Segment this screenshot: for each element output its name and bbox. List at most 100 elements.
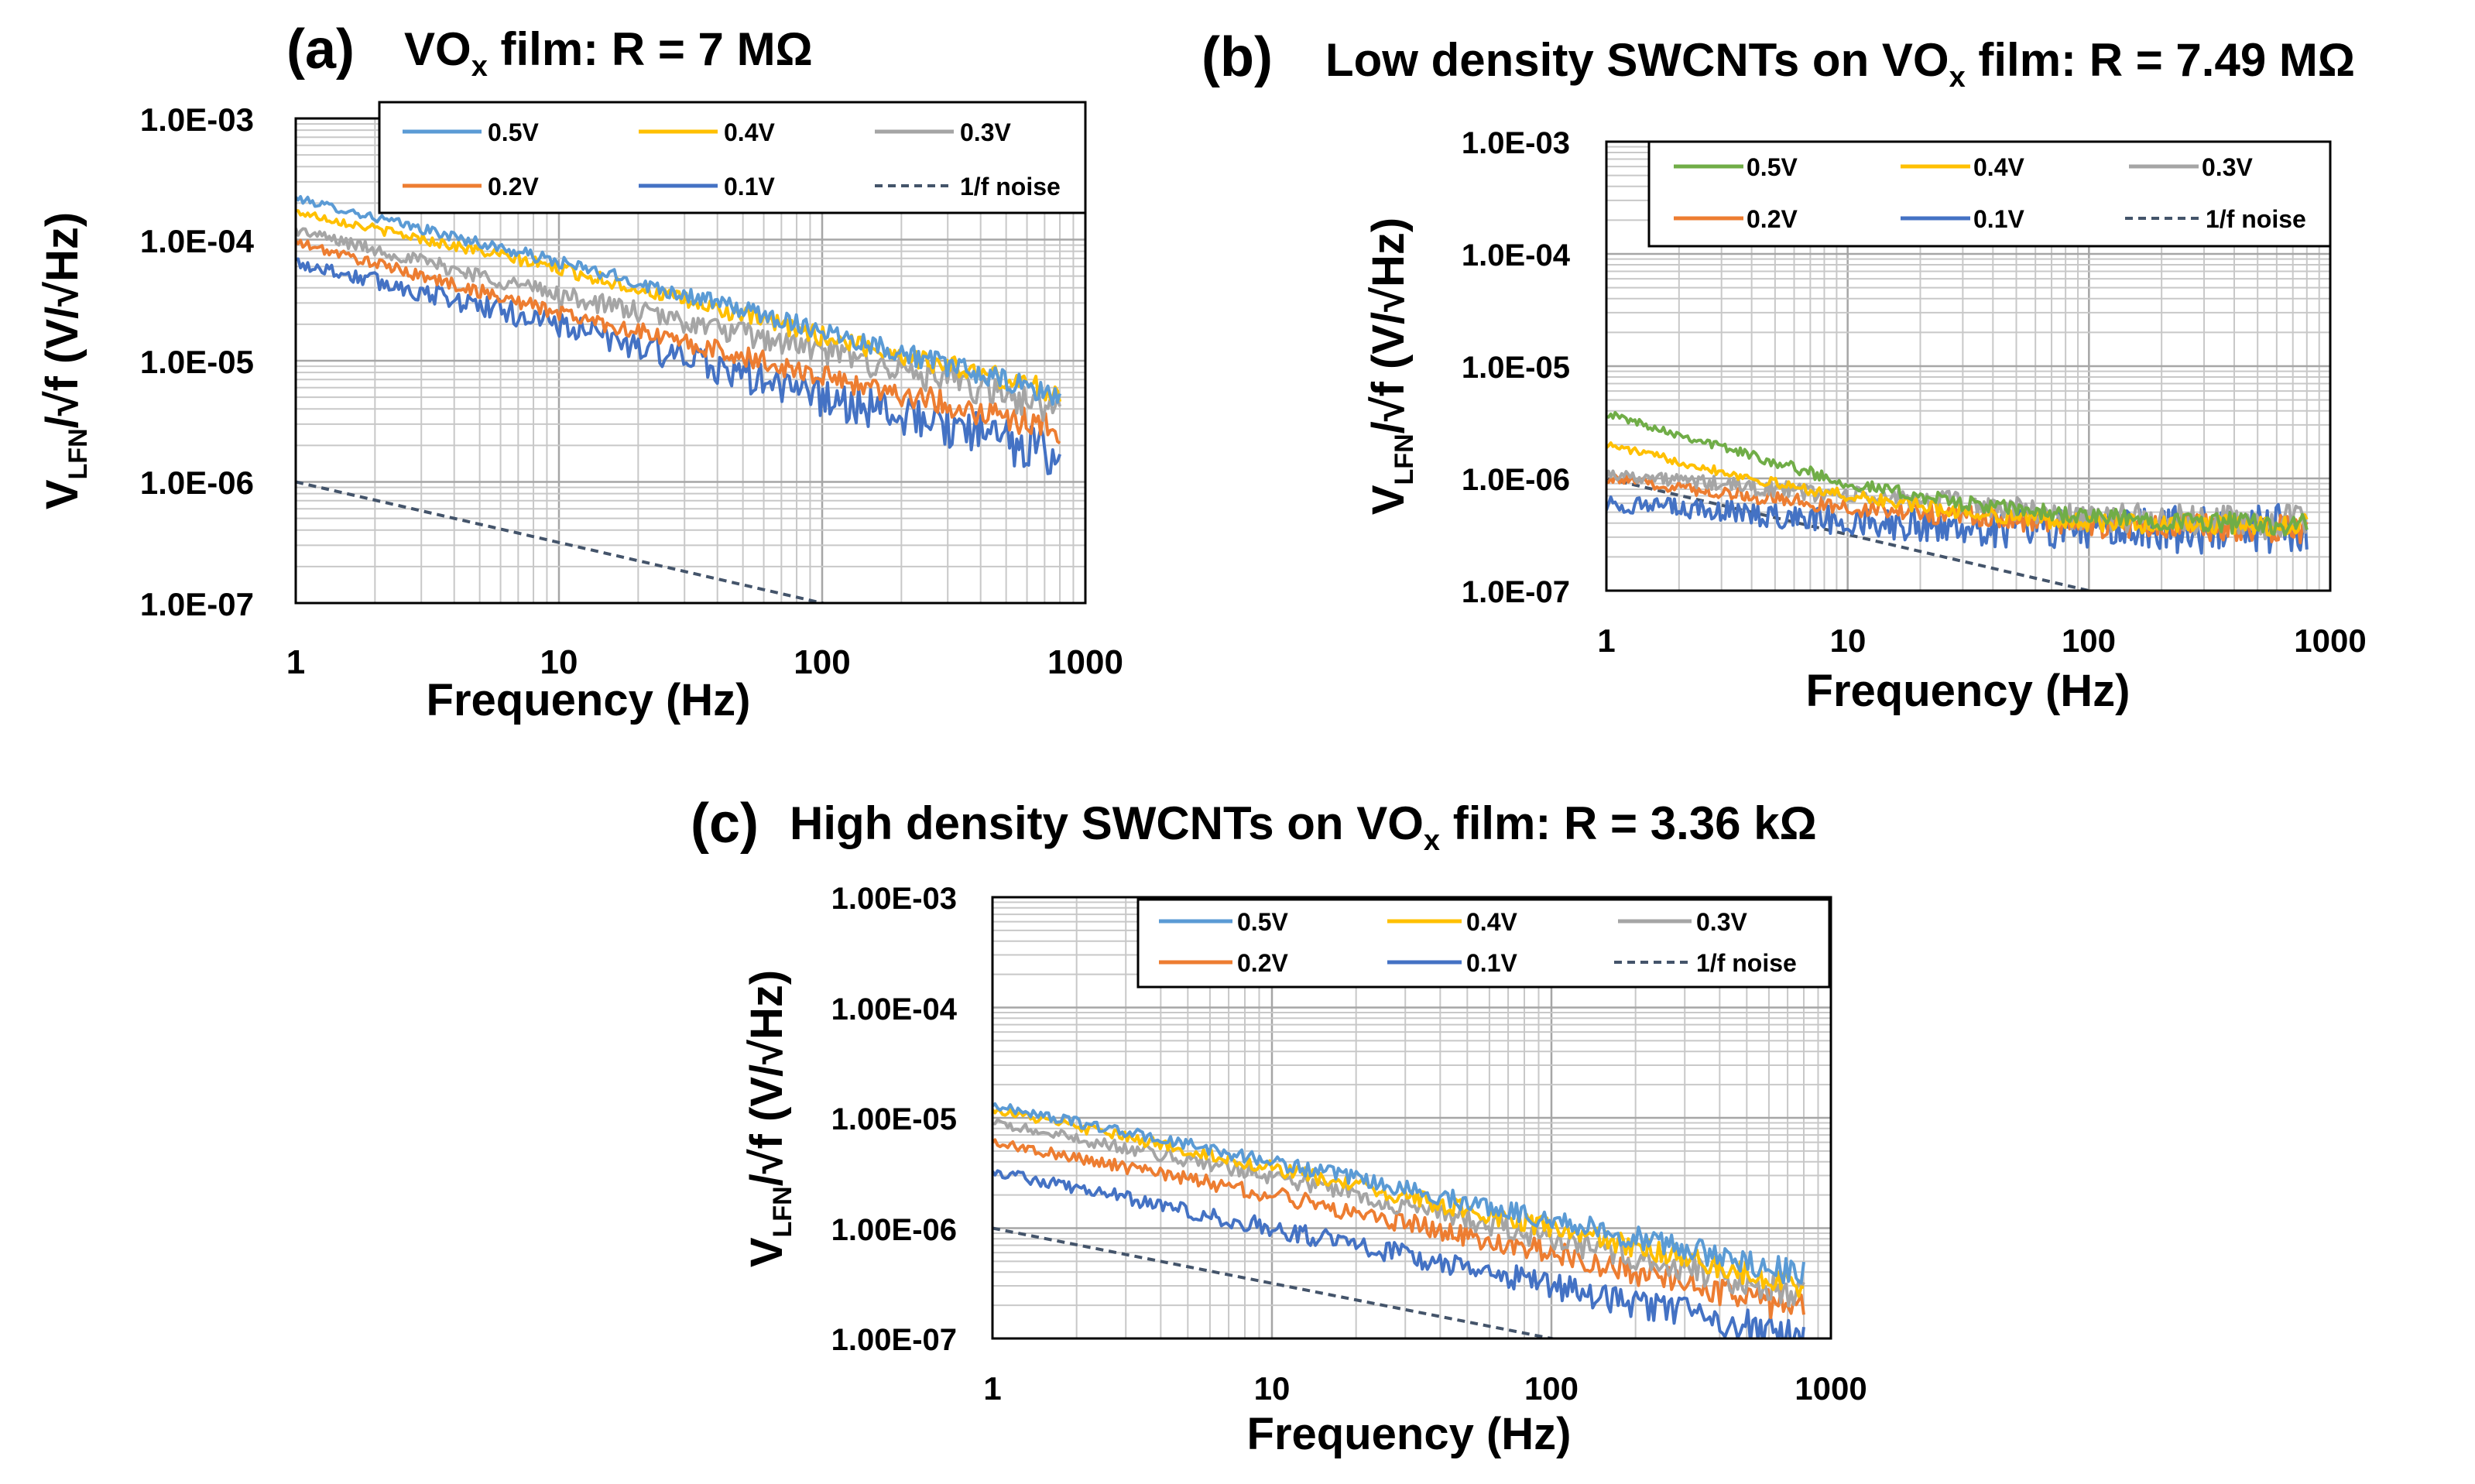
ylabel-a: VLFN/√f (V/√Hz)	[37, 212, 93, 509]
legend-box-c	[1136, 898, 1831, 989]
xtick-label: 100	[1524, 1370, 1579, 1407]
series-line-1-f-noise	[296, 480, 829, 603]
plot-frame-c	[991, 896, 1832, 1340]
xlabel-a: Frequency (Hz)	[427, 675, 751, 725]
xtick-label: 10	[1254, 1370, 1291, 1407]
series-line-1-f-noise	[992, 1226, 1560, 1338]
xtick-labels-b: 1 10 100 1000	[1597, 622, 2366, 659]
ytick-label: 1.0E-04	[140, 223, 255, 259]
series-line-0-4v	[1606, 441, 2309, 537]
ytick-label: 1.00E-06	[831, 1213, 957, 1247]
ylabel-c-rest: /√f (V/√Hz)	[742, 970, 792, 1187]
xtick-label: 1000	[1795, 1370, 1867, 1407]
series-line-0-2v	[1606, 473, 2309, 544]
series-line-0-1v	[992, 1169, 1805, 1338]
panel-a-letter: (a)	[286, 19, 355, 81]
ytick-label: 1.0E-04	[1462, 238, 1571, 272]
legend-a: 0.5V 0.4V 0.3V 0.2V 0.1V 1/f noise	[378, 101, 1087, 214]
legend-b: 0.5V 0.4V 0.3V 0.2V 0.1V 1/f noise	[1647, 140, 2332, 248]
series-line-0-5v	[1606, 410, 2309, 536]
legend-label: 0.3V	[960, 118, 1011, 146]
ytick-label: 1.0E-05	[140, 344, 254, 380]
legend-label: 0.4V	[724, 118, 775, 146]
panel-b-title-rest: film: R = 7.49 MΩ	[1966, 34, 2355, 86]
xtick-label: 1	[1597, 622, 1615, 659]
legend-label: 1/f noise	[1696, 949, 1797, 977]
legend-label: 0.2V	[488, 173, 539, 200]
panel-c-title: High density SWCNTs on VOx film: R = 3.3…	[790, 797, 1817, 857]
ytick-label: 1.00E-04	[831, 992, 958, 1026]
xtick-label: 1	[983, 1370, 1001, 1407]
ylabel-b-sub: LFN	[1390, 434, 1419, 485]
panel-c: (c) High density SWCNTs on VOx film: R =…	[691, 793, 1867, 1459]
legend-c: 0.5V 0.4V 0.3V 0.2V 0.1V 1/f noise	[1136, 898, 1831, 989]
series-c	[992, 1102, 1805, 1338]
ylabel-a-rest: /√f (V/√Hz)	[37, 212, 87, 429]
series-a	[296, 195, 1062, 603]
xtick-label: 1000	[1047, 643, 1123, 681]
panel-c-letter: (c)	[691, 793, 759, 855]
ytick-label: 1.00E-03	[831, 882, 957, 916]
panel-c-title-sub: x	[1424, 824, 1440, 857]
series-line-0-5v	[992, 1102, 1805, 1284]
ylabel-b: VLFN/√f (V/√Hz)	[1363, 218, 1419, 515]
ytick-label: 1.0E-05	[1462, 351, 1570, 385]
ytick-label: 1.0E-03	[140, 101, 254, 138]
ytick-label: 1.0E-06	[140, 464, 254, 501]
xtick-labels-a: 1 10 100 1000	[286, 643, 1123, 681]
xtick-labels-c: 1 10 100 1000	[983, 1370, 1867, 1407]
ytick-label: 1.00E-07	[831, 1323, 957, 1357]
xtick-label: 1	[286, 643, 305, 681]
legend-label: 1/f noise	[960, 173, 1061, 200]
ylabel-a-sub: LFN	[63, 428, 93, 479]
ytick-labels-b: 1.0E-07 1.0E-06 1.0E-05 1.0E-04 1.0E-03	[1462, 126, 1571, 609]
panel-b-letter: (b)	[1202, 26, 1273, 88]
panel-a-title-sub: x	[471, 50, 488, 83]
series-line-0-3v	[992, 1118, 1805, 1307]
ylabel-b-main: V	[1363, 485, 1414, 515]
series-line-0-4v	[992, 1107, 1805, 1298]
xtick-label: 10	[540, 643, 578, 681]
ylabel-c-sub: LFN	[768, 1186, 797, 1237]
ytick-label: 1.0E-03	[1462, 126, 1570, 160]
panel-b: (b) Low density SWCNTs on VOx film: R = …	[1202, 26, 2367, 716]
panel-b-title: Low density SWCNTs on VOx film: R = 7.49…	[1325, 34, 2355, 94]
ytick-label: 1.0E-07	[1462, 575, 1570, 609]
ylabel-a-main: V	[37, 479, 87, 509]
legend-label: 0.4V	[1973, 153, 2024, 181]
legend-label: 0.3V	[1696, 908, 1747, 936]
legend-label: 0.1V	[1466, 949, 1517, 977]
legend-label: 0.2V	[1237, 949, 1288, 977]
ytick-label: 1.00E-05	[831, 1102, 957, 1136]
legend-label: 0.5V	[1747, 153, 1798, 181]
xtick-label: 10	[1830, 622, 1867, 659]
series-b	[1606, 410, 2309, 591]
legend-label: 0.2V	[1747, 205, 1798, 233]
xtick-label: 1000	[2294, 622, 2366, 659]
legend-label: 0.4V	[1466, 908, 1517, 936]
ytick-label: 1.0E-06	[1462, 463, 1570, 497]
ytick-labels-a: 1.0E-07 1.0E-06 1.0E-05 1.0E-04 1.0E-03	[140, 101, 255, 622]
ylabel-b-rest: /√f (V/√Hz)	[1363, 218, 1414, 434]
xlabel-c: Frequency (Hz)	[1247, 1409, 1572, 1459]
xlabel-b: Frequency (Hz)	[1806, 666, 2130, 716]
ylabel-c: VLFN/√f (V/√Hz)	[742, 970, 797, 1267]
series-line-0-2v	[296, 238, 1061, 445]
ytick-labels-c: 1.00E-07 1.00E-06 1.00E-05 1.00E-04 1.00…	[831, 882, 958, 1357]
panel-a-title-rest: film: R = 7 MΩ	[488, 23, 813, 75]
panel-a-title: VOx film: R = 7 MΩ	[404, 23, 813, 83]
panel-b-title-main: Low density SWCNTs on VO	[1325, 34, 1949, 86]
panel-b-title-sub: x	[1949, 61, 1966, 94]
panel-a-title-main: VO	[404, 23, 471, 75]
legend-box-a	[378, 101, 1087, 214]
series-line-0-4v	[296, 209, 1062, 403]
panel-c-title-rest: film: R = 3.36 kΩ	[1440, 797, 1817, 849]
legend-label: 0.5V	[488, 118, 539, 146]
legend-label: 0.1V	[724, 173, 775, 200]
legend-label: 0.1V	[1973, 205, 2024, 233]
series-line-0-1v	[1606, 495, 2309, 555]
legend-label: 1/f noise	[2206, 205, 2306, 233]
legend-label: 0.3V	[2202, 153, 2253, 181]
series-line-0-5v	[296, 195, 1062, 406]
